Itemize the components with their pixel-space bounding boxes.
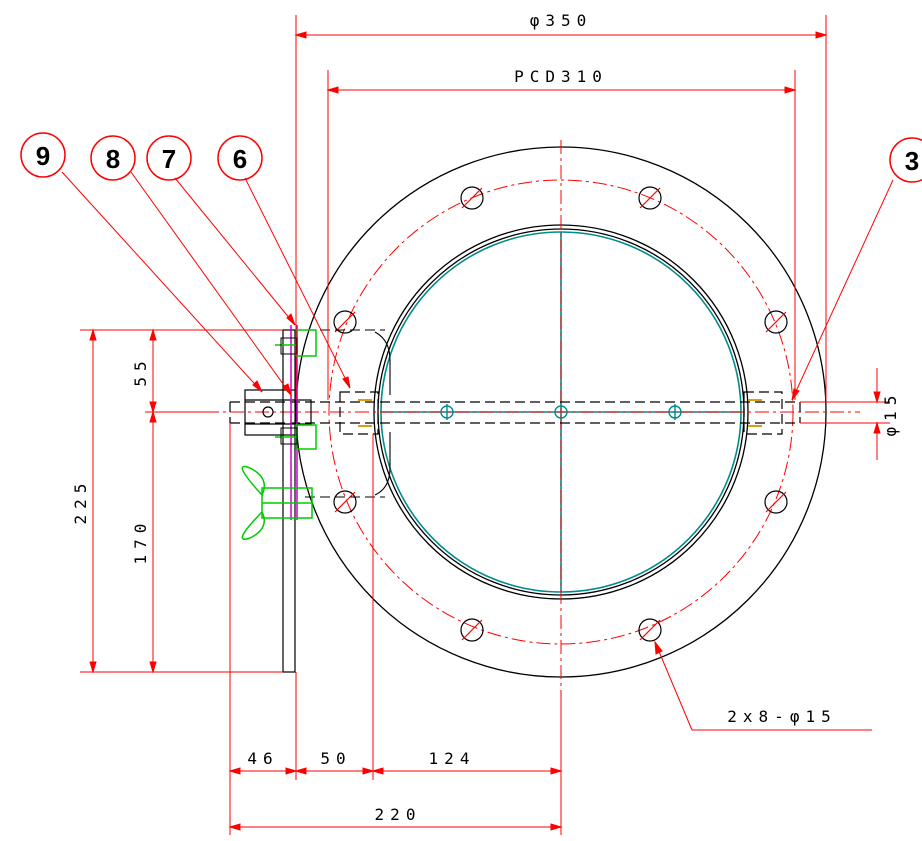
balloon-3 (889, 137, 922, 183)
wing-nut-lower-wing (241, 511, 265, 540)
handle-mechanism (244, 329, 312, 673)
dim-55: 55 (131, 355, 150, 386)
dim-shaft-diameter: φ15 (881, 390, 900, 437)
balloon-6-label: 6 (233, 144, 247, 174)
dim-50: 50 (320, 749, 351, 768)
bolt-hole-note: 2x8-φ15 (727, 707, 836, 726)
balloon-6 (217, 135, 263, 181)
balloon-7 (146, 135, 192, 181)
dim-overall-diameter: φ350 (530, 11, 593, 30)
balloon-8-label: 8 (106, 144, 120, 174)
bolt-hole (460, 186, 484, 210)
dim-46: 46 (247, 749, 278, 768)
shaft (229, 391, 801, 435)
balloon-7-label: 7 (162, 144, 176, 174)
fastener-heads (280, 337, 298, 445)
bolt-hole (764, 490, 788, 514)
center-lines (205, 140, 860, 690)
bolt-hole (333, 490, 357, 514)
dimension-texts: φ350 PCD310 124 46 50 220 225 170 55 φ15 (71, 11, 900, 824)
balloon-3-label: 3 (905, 146, 919, 176)
bolt-hole (333, 310, 357, 334)
dim-220: 220 (375, 805, 422, 824)
bolt-hole (638, 618, 662, 642)
bolt-hole (764, 310, 788, 334)
bolt-hole (638, 186, 662, 210)
ear-upper-curve (374, 331, 391, 395)
balloons (20, 132, 922, 183)
dim-170: 170 (131, 518, 150, 565)
body-ears (305, 329, 385, 498)
balloon-9 (20, 132, 66, 178)
ear-lower-curve (374, 432, 391, 496)
balloon-leaders (61, 171, 894, 401)
handle-plate (282, 329, 296, 673)
dim-124: 124 (429, 749, 476, 768)
fasteners (241, 329, 317, 540)
shaft-bushings (358, 399, 762, 427)
bolt-holes (333, 186, 788, 642)
bolt-hole (460, 618, 484, 642)
balloon-9-label: 9 (36, 141, 50, 171)
bolt-hole-note-text: 2x8-φ15 (727, 707, 836, 726)
dim-225: 225 (71, 478, 90, 525)
dim-pcd: PCD310 (514, 67, 608, 86)
shaft-pins (440, 404, 682, 420)
wing-nut-upper-wing (241, 465, 265, 496)
balloon-8 (90, 135, 136, 181)
lever-pin (262, 406, 274, 418)
balloon-labels: 9 8 7 6 3 (36, 141, 919, 176)
